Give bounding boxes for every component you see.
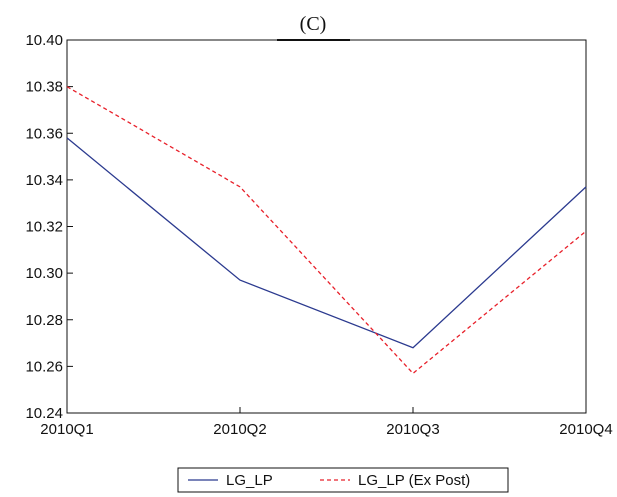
x-tick-label: 2010Q4	[559, 421, 612, 438]
series-group	[66, 86, 587, 375]
y-tick-label: 10.24	[25, 405, 63, 422]
x-axis: 2010Q1 2010Q2 2010Q3 2010Q4	[40, 407, 613, 438]
y-tick-label: 10.26	[25, 358, 63, 375]
series-line-2	[66, 86, 587, 375]
x-tick-label: 2010Q2	[213, 421, 266, 438]
y-tick-label: 10.38	[25, 79, 63, 96]
plot-frame	[66, 39, 587, 414]
y-tick-label: 10.28	[25, 312, 63, 329]
legend: LG_LP LG_LP (Ex Post)	[177, 467, 509, 493]
y-tick-label: 10.30	[25, 265, 63, 282]
x-tick-label: 2010Q3	[386, 421, 439, 438]
y-tick-label: 10.32	[25, 219, 63, 236]
legend-label-1: LG_LP	[226, 472, 273, 489]
y-axis: 10.24 10.26 10.28 10.30 10.32 10.34 10.36 10.38…	[25, 32, 73, 422]
x-tick-label: 2010Q1	[40, 421, 93, 438]
legend-label-2: LG_LP (Ex Post)	[358, 472, 470, 489]
y-tick-label: 10.40	[25, 32, 63, 49]
chart-title: (C)	[300, 13, 327, 35]
series-line-1	[66, 137, 587, 349]
y-tick-label: 10.36	[25, 125, 63, 142]
y-tick-label: 10.34	[25, 172, 63, 189]
